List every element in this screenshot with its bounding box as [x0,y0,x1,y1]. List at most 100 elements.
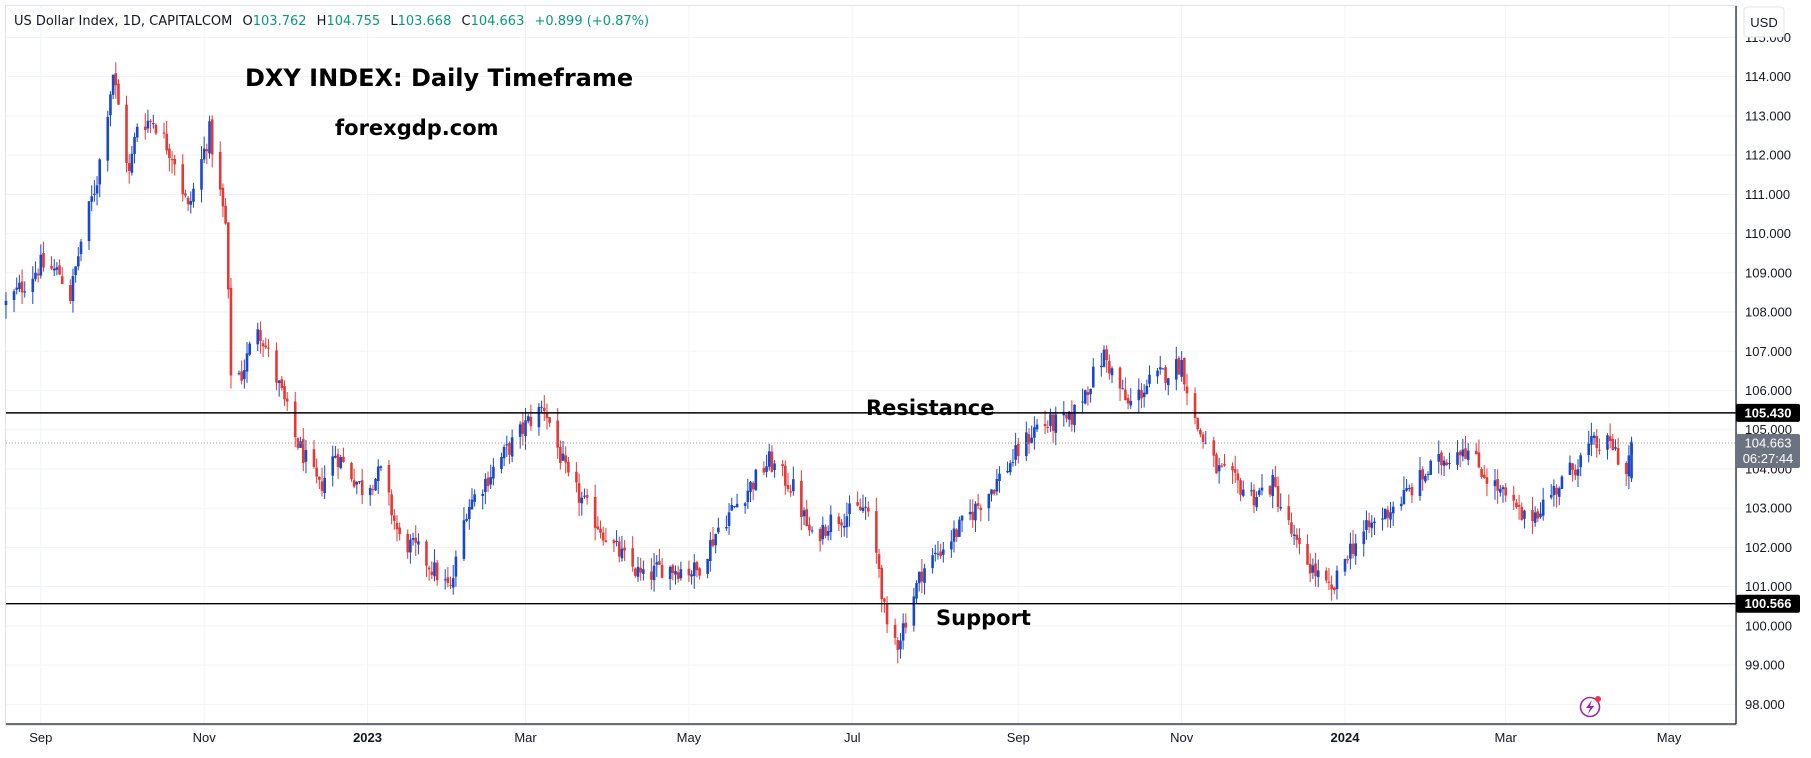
candle [350,461,353,482]
candle [792,466,795,496]
candle [1571,462,1574,482]
candle [899,633,902,659]
candle [446,566,450,588]
candle [875,497,878,564]
currency-label[interactable]: USD [1750,15,1777,30]
candle [508,441,511,464]
candle [1105,345,1108,373]
candle [642,560,645,581]
candle [1330,575,1333,601]
candle [224,198,227,225]
y-tick-label: 113.000 [1745,108,1791,123]
candle [1456,440,1459,471]
candle [1110,366,1114,384]
candle [1081,388,1084,413]
candle [802,507,806,526]
candle [1161,367,1165,370]
candle [749,480,752,502]
candle [1008,459,1012,476]
candle [1496,469,1499,504]
candle [1343,558,1347,576]
currency-button-bg[interactable] [1743,6,1785,38]
candle [1539,502,1542,519]
candle [336,448,340,479]
candle [1464,436,1467,460]
candle [181,154,185,202]
candle [425,539,428,578]
candle [462,507,466,561]
candle [1065,413,1068,423]
candle [406,529,410,559]
lightning-icon[interactable] [1579,696,1602,718]
candle [42,241,45,272]
low-label: L [390,14,398,29]
candle [824,524,827,539]
candle [146,109,150,133]
x-axis[interactable]: Sep Nov 2023 Mar May Jul Sep Nov 2024 Mar May [6,723,1736,745]
candle [679,561,683,581]
candle [1493,469,1497,500]
x-tick-label: Jul [844,730,861,745]
candle [430,561,434,579]
candle [256,322,260,352]
candle [1086,386,1090,406]
candle [1421,466,1424,491]
candle [692,554,696,589]
candle [979,504,983,522]
candle [1616,438,1620,466]
candle [955,528,958,543]
candle [221,183,225,218]
candle [355,481,359,495]
resistance-tag-value: 105.430 [1745,405,1792,420]
candle [481,489,484,510]
candle [1517,494,1521,520]
candle [848,495,851,527]
candle [1549,484,1553,500]
candle [1174,346,1178,391]
candle [1515,498,1518,509]
candle [1362,520,1366,557]
candle [1536,508,1540,522]
candle [1520,502,1524,521]
candle [1410,483,1414,503]
candle [1148,365,1151,388]
candle [409,534,412,564]
candle [545,403,549,430]
candle [1274,465,1277,488]
candle [417,533,420,555]
candle [374,477,377,492]
candle [280,375,284,391]
candle [109,91,112,127]
candle [486,471,490,493]
candle [12,288,16,313]
candle [917,571,921,592]
candle [318,476,321,490]
candle [727,503,731,535]
last-price-value: 104.663 [1745,435,1792,450]
candle [1016,437,1020,464]
y-axis[interactable]: 98.000 99.000 100.000 101.000 102.000 103.000… [1735,6,1792,724]
candle [304,440,308,474]
candle [1365,510,1368,540]
candle [352,468,356,488]
candle [1351,530,1355,559]
candle [229,277,233,389]
candle [114,62,118,99]
candle [93,180,96,202]
candle [1006,461,1009,474]
candle [218,141,222,197]
y-tick-label: 106.000 [1745,383,1792,398]
candle [1100,352,1103,377]
candle [454,550,458,587]
candle [561,440,565,461]
candle [1035,419,1039,432]
candle [465,513,468,523]
candle [971,499,975,528]
candle [277,380,281,397]
candle [1145,379,1149,395]
candle [502,444,506,467]
candle [184,189,187,198]
candle [786,473,790,492]
candle [50,256,53,271]
